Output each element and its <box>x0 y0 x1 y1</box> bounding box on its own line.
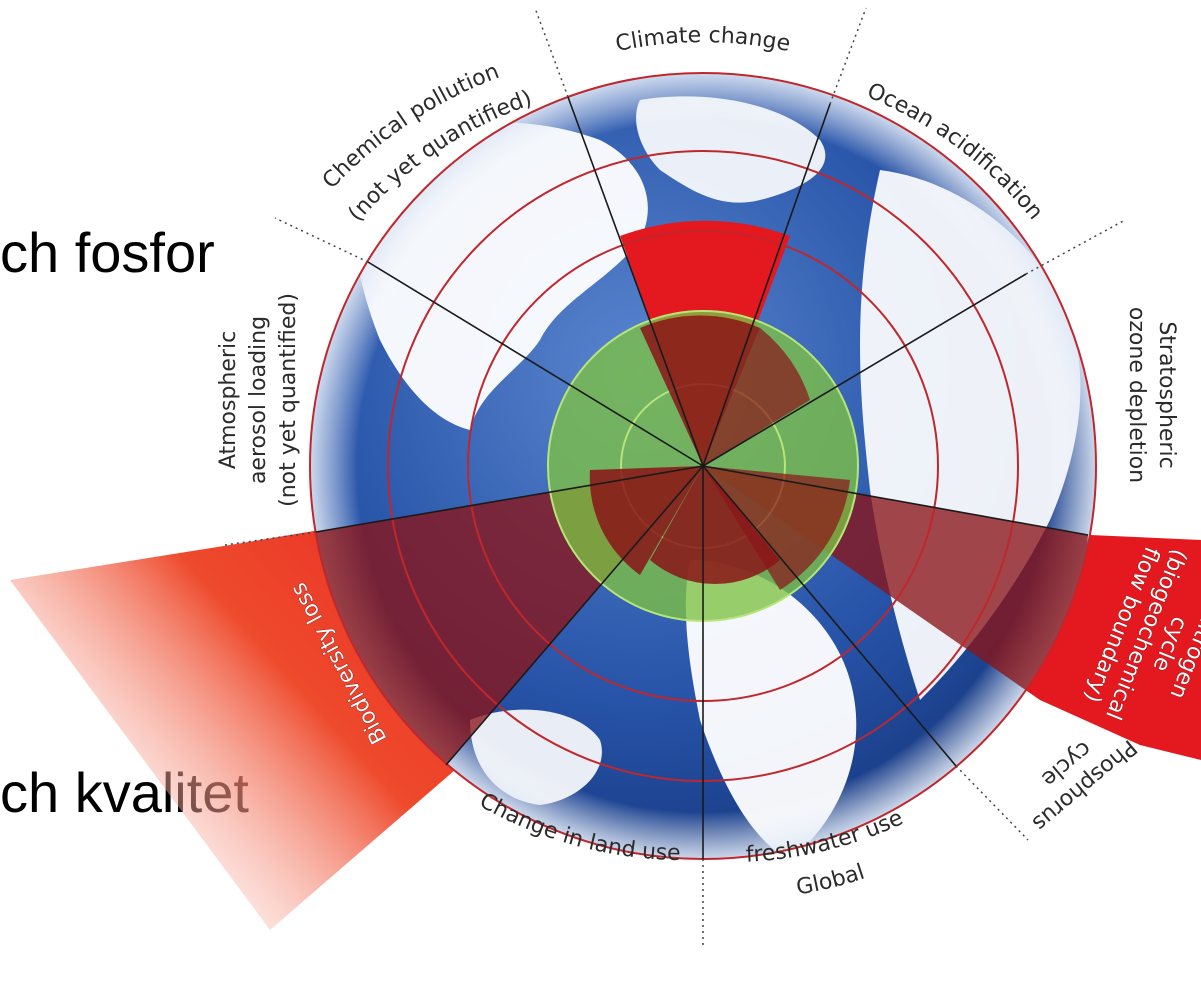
svg-text:(not yet quantified): (not yet quantified) <box>276 293 301 507</box>
exceeded-core <box>589 315 850 590</box>
label-climate-change: Climate change <box>614 23 793 57</box>
svg-text:Stratospheric: Stratospheric <box>1154 321 1179 468</box>
overlay-text-top: ch fosfor <box>0 221 215 284</box>
svg-text:ozone depletion: ozone depletion <box>1124 307 1149 483</box>
sector-dividers <box>315 96 1089 859</box>
label-ozone: Stratospheric ozone depletion <box>1124 307 1179 483</box>
svg-text:aerosol loading: aerosol loading <box>246 316 271 484</box>
dotted-extensions <box>224 7 1126 945</box>
label-freshwater-2: Global <box>794 860 867 901</box>
label-aerosol: Atmospheric aerosol loading (not yet qua… <box>216 293 301 507</box>
svg-text:Atmospheric: Atmospheric <box>216 331 241 469</box>
